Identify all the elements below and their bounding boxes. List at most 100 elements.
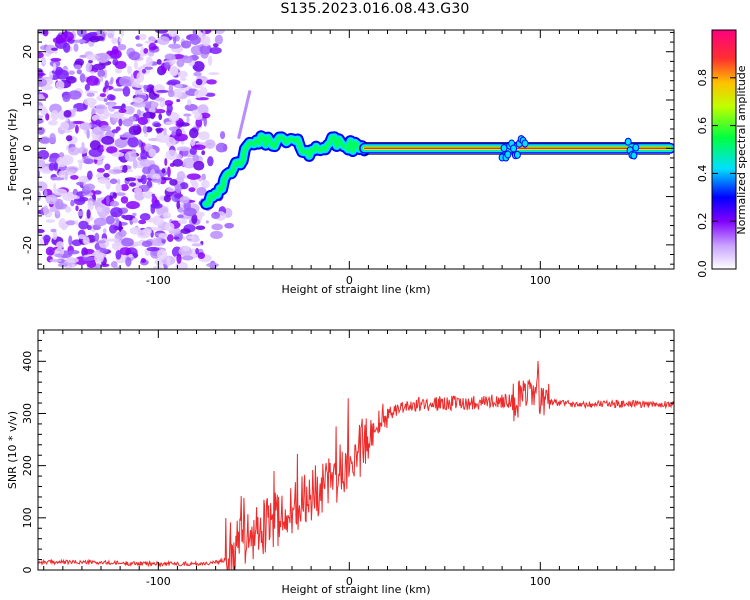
noise-blob: [166, 187, 176, 192]
noise-blob: [55, 80, 65, 90]
noise-blob: [181, 56, 193, 64]
noise-blob: [159, 100, 166, 108]
noise-blob: [110, 260, 118, 268]
noise-blob: [136, 71, 145, 83]
noise-blob: [53, 162, 59, 171]
noise-blob: [171, 88, 183, 98]
noise-blob: [64, 206, 72, 213]
noise-blob: [76, 181, 84, 186]
noise-blob: [119, 247, 132, 256]
snr-xlabel: Height of straight line (km): [281, 583, 430, 596]
noise-blob: [176, 201, 181, 209]
noise-blob: [105, 238, 120, 242]
noise-blob: [109, 178, 118, 185]
noise-blob: [206, 262, 219, 268]
noise-blob: [151, 193, 156, 198]
noise-blob: [100, 75, 104, 82]
noise-blob: [182, 130, 186, 135]
noise-blob: [161, 168, 166, 174]
noise-blob: [125, 201, 140, 210]
noise-blob: [136, 109, 142, 116]
noise-blob: [196, 187, 207, 196]
noise-blob: [168, 30, 178, 37]
noise-blob: [139, 213, 151, 221]
noise-blob: [118, 156, 123, 161]
spectrogram-xtick-label: 0: [346, 274, 353, 287]
noise-blob: [96, 206, 103, 213]
noise-blob: [101, 135, 115, 145]
snr-ytick-label: 0: [21, 567, 34, 574]
noise-blob: [188, 187, 196, 193]
spectrogram-frame: [37, 29, 675, 270]
noise-blob: [183, 207, 197, 217]
noise-blob: [93, 190, 102, 195]
noise-blob: [40, 84, 53, 91]
noise-blob: [108, 224, 118, 234]
noise-blob: [141, 166, 153, 175]
noise-blob: [104, 163, 111, 171]
noise-blob: [158, 233, 168, 239]
noise-blob: [106, 94, 115, 101]
noise-blob: [112, 88, 125, 92]
noise-blob: [78, 220, 89, 230]
noise-blob: [70, 174, 79, 180]
noise-blob: [128, 253, 133, 258]
noise-blob: [103, 173, 110, 178]
noise-blob: [91, 114, 106, 122]
noise-blob: [130, 73, 135, 84]
noise-blob: [109, 200, 120, 207]
noise-blob: [129, 226, 142, 235]
noise-blob: [48, 248, 53, 254]
noise-blob: [135, 43, 143, 47]
noise-blob: [152, 173, 161, 180]
noise-blob: [192, 30, 198, 38]
noise-blob: [197, 252, 206, 260]
noise-blob: [143, 47, 149, 54]
noise-blob: [118, 37, 123, 43]
noise-blob: [174, 83, 183, 89]
noise-blob: [128, 51, 141, 61]
noise-blob: [72, 39, 87, 43]
spectrogram-ytick-label: -20: [21, 236, 34, 254]
noise-blob: [155, 97, 166, 102]
spectral-ridge: [200, 90, 674, 210]
noise-blob: [89, 71, 95, 75]
noise-blob: [209, 46, 222, 55]
snr-ytick-label: 400: [21, 351, 34, 372]
noise-blob: [167, 90, 175, 98]
noise-blob: [86, 75, 99, 86]
noise-blob: [70, 194, 78, 200]
noise-blob: [38, 149, 50, 160]
noise-blob: [179, 77, 187, 81]
noise-blob: [102, 87, 107, 93]
noise-blob: [121, 237, 134, 247]
noise-blob: [118, 118, 123, 127]
noise-blob: [140, 257, 147, 263]
noise-blob: [176, 146, 191, 152]
noise-blob: [182, 236, 186, 241]
snr-ylabel: SNR (10 * v/v): [6, 411, 19, 489]
noise-blob: [38, 181, 48, 191]
noise-blob: [61, 223, 67, 231]
noise-blob: [48, 120, 58, 126]
noise-blob: [177, 122, 190, 127]
noise-blob: [190, 138, 196, 147]
ridge-disturbance: [500, 144, 508, 153]
spectrogram-xtick-label: 100: [530, 274, 551, 287]
noise-blob: [45, 44, 56, 54]
noise-blob: [66, 257, 79, 264]
noise-blob: [162, 212, 172, 219]
colorbar-tick-label: 0.4: [696, 165, 709, 183]
ridge-disturbance: [504, 150, 512, 159]
noise-blob: [106, 194, 110, 206]
noise-blob: [99, 93, 106, 98]
noise-blob: [39, 238, 44, 246]
noise-blob: [111, 241, 125, 251]
noise-blob: [224, 222, 234, 229]
colorbar-tick-label: 0.6: [696, 117, 709, 135]
noise-blob: [56, 210, 60, 216]
noise-blob: [191, 243, 203, 247]
noise-blob: [68, 146, 80, 156]
noise-blob: [96, 167, 105, 173]
noise-blob: [67, 249, 80, 255]
